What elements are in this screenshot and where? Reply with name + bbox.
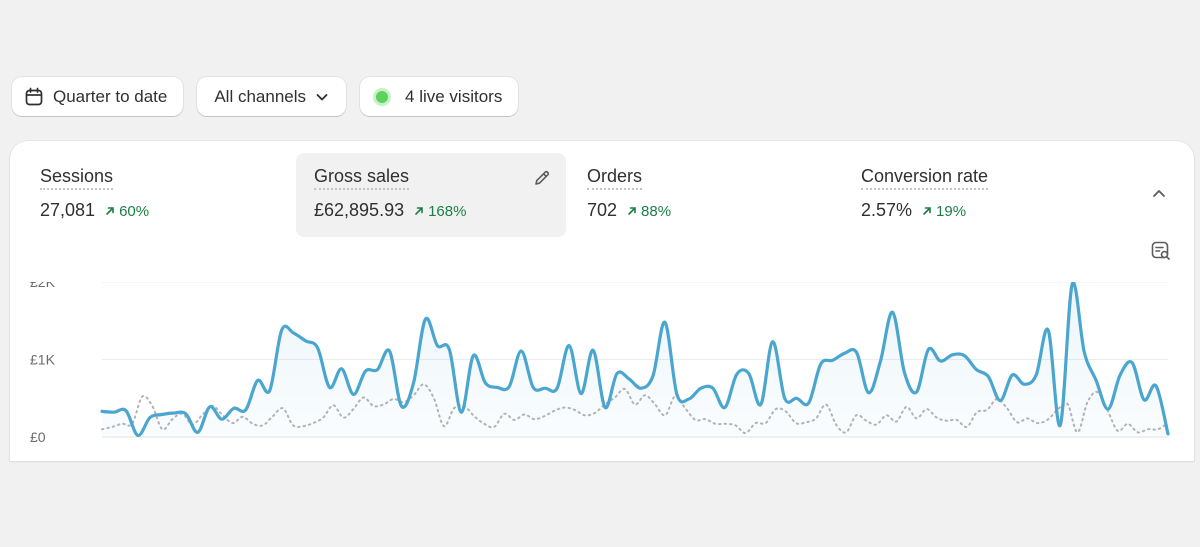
previous-period-line — [101, 383, 1169, 435]
metric-gross-sales[interactable]: Gross sales £62,895.93 168% — [296, 153, 566, 237]
metric-label: Orders — [587, 165, 643, 190]
metric-value: £62,895.93 — [314, 200, 405, 220]
date-range-button[interactable]: Quarter to date — [12, 77, 184, 116]
current-period-line — [100, 282, 1170, 437]
metric-sessions[interactable]: Sessions 27,081 60% — [22, 153, 292, 237]
metric-value: 2.57% — [861, 200, 913, 220]
live-visitors-button[interactable]: 4 live visitors — [360, 77, 519, 116]
y-tick-label: £2K — [30, 282, 56, 290]
metric-conversion-rate[interactable]: Conversion rate 2.57% 19% — [843, 153, 1113, 237]
channel-select[interactable]: All channels — [197, 77, 347, 116]
metric-orders[interactable]: Orders 702 88% — [569, 153, 839, 237]
arrow-up-right-icon — [628, 207, 636, 215]
calendar-icon — [24, 87, 44, 107]
date-range-label: Quarter to date — [53, 86, 168, 106]
current-series-area — [102, 282, 1168, 437]
y-tick-label: £0 — [30, 429, 46, 445]
metric-label: Gross sales — [314, 165, 410, 190]
metric-delta-value: 60% — [119, 202, 150, 220]
metric-delta: 60% — [105, 203, 149, 220]
metric-delta: 168% — [414, 203, 466, 220]
arrow-up-right-icon — [106, 207, 114, 215]
chevron-down-icon — [314, 89, 330, 105]
y-tick-label: £1K — [30, 352, 56, 368]
metric-delta: 88% — [627, 203, 671, 220]
filter-bar: Quarter to date All channels 4 live visi… — [12, 77, 519, 116]
live-visitors-label: 4 live visitors — [405, 86, 503, 106]
analytics-card: Sessions 27,081 60% Gross sales £62,895.… — [10, 141, 1194, 461]
metric-delta-value: 88% — [641, 202, 672, 220]
live-status-dot — [376, 90, 389, 103]
arrow-up-right-icon — [923, 207, 931, 215]
arrow-up-right-icon — [415, 207, 423, 215]
gross-sales-chart: £0 £1K £2K — [30, 282, 1170, 445]
metric-value: 27,081 — [40, 200, 96, 220]
pencil-icon[interactable] — [532, 168, 552, 193]
metric-delta-value: 168% — [428, 202, 467, 220]
metric-label: Conversion rate — [861, 165, 989, 190]
metric-delta: 19% — [922, 203, 966, 220]
metric-delta-value: 19% — [936, 202, 967, 220]
chevron-up-icon[interactable] — [1150, 185, 1168, 208]
channel-label: All channels — [214, 86, 307, 106]
metric-label: Sessions — [40, 165, 114, 190]
metric-value: 702 — [587, 200, 618, 220]
chart-search-icon[interactable] — [1150, 240, 1172, 267]
